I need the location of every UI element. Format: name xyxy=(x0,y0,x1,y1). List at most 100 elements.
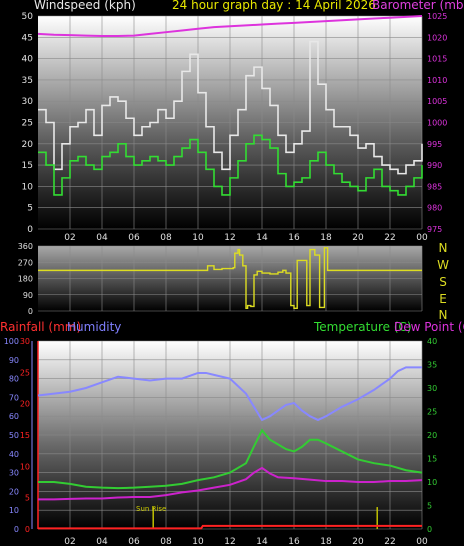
temperature-y-tick-label: 25 xyxy=(427,408,437,417)
wind-y-tick-label: 30 xyxy=(22,97,34,107)
compass-label-n: N xyxy=(439,241,448,255)
wind-y-tick-label: 35 xyxy=(22,76,33,86)
temperature-y-tick-label: 5 xyxy=(427,502,432,511)
direction-y-tick-label: 180 xyxy=(18,275,33,284)
direction-y-tick-label: 360 xyxy=(18,242,33,251)
wind-y-tick-label: 15 xyxy=(22,161,33,171)
dew-point-series xyxy=(38,466,423,501)
humidity-y-tick-label: 90 xyxy=(9,356,19,365)
humidity-y-tick-label: 30 xyxy=(9,469,19,478)
climate-x-tick-label: 22 xyxy=(384,537,395,546)
barometer-y-tick-label: 1010 xyxy=(427,76,447,85)
humidity-series xyxy=(37,366,422,422)
wind-y-tick-label: 40 xyxy=(22,55,34,65)
barometer-series xyxy=(37,15,423,38)
rainfall-series xyxy=(38,524,422,530)
temperature-y-tick-label: 20 xyxy=(427,431,437,440)
humidity-y-tick-label: 60 xyxy=(9,412,19,421)
compass-label-w: W xyxy=(437,258,449,272)
rainfall-y-tick-label: 0 xyxy=(25,525,30,534)
wind-direction-series xyxy=(38,247,422,309)
wind-x-tick-label: 22 xyxy=(384,233,395,243)
compass-label-n: N xyxy=(439,308,448,322)
barometer-y-tick-label: 1000 xyxy=(427,119,447,128)
wind-x-tick-label: 00 xyxy=(416,233,428,243)
barometer-y-tick-label: 995 xyxy=(427,140,442,149)
compass-label-e: E xyxy=(439,292,447,306)
climate-x-tick-label: 10 xyxy=(192,537,204,546)
climate-x-tick-label: 18 xyxy=(320,537,332,546)
direction-y-tick-label: 270 xyxy=(18,258,33,267)
barometer-title: Barometer (mb) xyxy=(372,0,464,12)
rainfall-y-tick-label: 20 xyxy=(20,400,30,409)
wind-x-tick-label: 12 xyxy=(224,233,235,243)
wind-x-tick-label: 10 xyxy=(192,233,204,243)
climate-x-tick-label: 14 xyxy=(256,537,268,546)
rainfall-y-tick-label: 15 xyxy=(20,431,30,440)
wind-y-tick-label: 5 xyxy=(27,204,33,214)
barometer-y-tick-label: 1015 xyxy=(427,55,447,64)
sunrise-annotation: Sun Rise xyxy=(136,505,166,513)
dewpoint-title: Dew Point (C) xyxy=(394,320,464,334)
wind-y-tick-label: 0 xyxy=(27,225,33,235)
climate-x-tick-label: 12 xyxy=(224,537,235,546)
windspeed-title: Windspeed (kph) xyxy=(34,0,136,12)
barometer-y-tick-label: 990 xyxy=(427,161,442,170)
graph-date-title: 24 hour graph day : 14 April 2026 xyxy=(172,0,376,12)
compass-label-s: S xyxy=(439,275,447,289)
barometer-y-tick-label: 985 xyxy=(427,182,442,191)
climate-x-tick-label: 00 xyxy=(416,537,428,546)
humidity-y-tick-label: 80 xyxy=(9,375,19,384)
direction-y-tick-label: 90 xyxy=(23,291,33,300)
rainfall-title: Rainfall (mm) xyxy=(0,320,82,334)
rainfall-y-tick-label: 30 xyxy=(20,337,30,346)
wind-y-tick-label: 50 xyxy=(22,12,34,22)
wind-x-tick-label: 06 xyxy=(128,233,140,243)
wind-x-tick-label: 20 xyxy=(352,233,364,243)
wind-x-tick-label: 04 xyxy=(96,233,108,243)
wind-speed-series xyxy=(38,134,423,196)
wind-x-tick-label: 18 xyxy=(320,233,332,243)
barometer-y-tick-label: 1025 xyxy=(427,12,447,21)
climate-x-tick-label: 06 xyxy=(128,537,140,546)
temperature-y-tick-label: 10 xyxy=(427,478,437,487)
barometer-y-tick-label: 975 xyxy=(427,225,442,234)
wind-x-tick-label: 02 xyxy=(64,233,75,243)
temperature-series xyxy=(38,428,423,490)
temperature-y-tick-label: 40 xyxy=(427,337,437,346)
humidity-title: Humidity xyxy=(67,320,122,334)
humidity-y-tick-label: 40 xyxy=(9,450,19,459)
wind-gust-series xyxy=(38,40,423,175)
direction-y-tick-label: 0 xyxy=(28,307,33,316)
humidity-y-tick-label: 70 xyxy=(9,393,19,402)
wind-y-tick-label: 20 xyxy=(22,140,34,150)
humidity-y-tick-label: 50 xyxy=(9,431,19,440)
rainfall-y-tick-label: 10 xyxy=(20,462,30,471)
climate-x-tick-label: 16 xyxy=(288,537,300,546)
climate-x-tick-label: 08 xyxy=(160,537,172,546)
temperature-title: Temperature (C) xyxy=(314,320,412,334)
wind-y-tick-label: 25 xyxy=(22,119,33,129)
climate-x-tick-label: 20 xyxy=(352,537,364,546)
wind-y-tick-label: 10 xyxy=(22,182,34,192)
rainfall-y-tick-label: 5 xyxy=(25,494,30,503)
humidity-y-tick-label: 100 xyxy=(4,337,19,346)
humidity-y-tick-label: 0 xyxy=(14,525,19,534)
wind-y-tick-label: 45 xyxy=(22,33,33,43)
barometer-y-tick-label: 980 xyxy=(427,204,442,213)
wind-x-tick-label: 16 xyxy=(288,233,300,243)
wind-x-tick-label: 08 xyxy=(160,233,172,243)
climate-x-tick-label: 02 xyxy=(64,537,75,546)
rainfall-y-tick-label: 25 xyxy=(20,368,30,377)
temperature-y-tick-label: 0 xyxy=(427,525,432,534)
humidity-y-tick-label: 10 xyxy=(9,506,19,515)
climate-x-tick-label: 04 xyxy=(96,537,108,546)
temperature-y-tick-label: 35 xyxy=(427,361,437,370)
barometer-y-tick-label: 1020 xyxy=(427,33,447,42)
humidity-y-tick-label: 20 xyxy=(9,487,19,496)
temperature-y-tick-label: 30 xyxy=(427,384,437,393)
barometer-y-tick-label: 1005 xyxy=(427,97,447,106)
temperature-y-tick-label: 15 xyxy=(427,455,437,464)
wind-x-tick-label: 14 xyxy=(256,233,268,243)
